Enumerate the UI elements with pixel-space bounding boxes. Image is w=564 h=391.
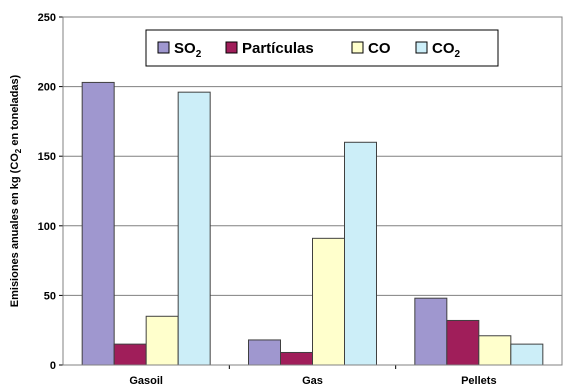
y-tick-label: 250 xyxy=(38,12,56,24)
y-tick-label: 50 xyxy=(44,290,56,302)
legend-swatch xyxy=(416,42,427,53)
bar-CO2-Pellets xyxy=(511,344,543,365)
bar-CO-Pellets xyxy=(479,336,511,365)
legend-swatch xyxy=(352,42,363,53)
bar-CO2-Gas xyxy=(345,142,377,365)
bar-Partículas-Pellets xyxy=(447,320,479,365)
y-tick-label: 200 xyxy=(38,82,56,94)
legend-entry: CO xyxy=(368,40,391,57)
x-tick-label: Pellets xyxy=(461,375,496,387)
y-tick-label: 150 xyxy=(38,151,56,163)
legend: SO2 Partículas CO CO2 xyxy=(146,30,498,66)
legend-swatch xyxy=(158,42,169,53)
y-axis-ticks: 0 50 100 150 200 250 xyxy=(38,12,63,372)
y-axis-label: Emisiones anuales en kg (CO2 en tonelada… xyxy=(9,74,23,307)
bar-CO-Gas xyxy=(313,238,345,365)
bar-SO2-Gas xyxy=(249,340,281,365)
bar-Partículas-Gasoil xyxy=(114,344,146,365)
y-tick-label: 100 xyxy=(38,221,56,233)
legend-entry: Partículas xyxy=(242,40,314,57)
x-axis-ticks: Gasoil Gas Pellets xyxy=(129,365,496,387)
bar-CO-Gasoil xyxy=(146,316,178,365)
y-tick-label: 0 xyxy=(50,360,56,372)
bar-SO2-Pellets xyxy=(415,298,447,365)
legend-swatch xyxy=(226,42,237,53)
x-tick-label: Gasoil xyxy=(129,375,163,387)
bar-SO2-Gasoil xyxy=(82,82,114,365)
bar-Partículas-Gas xyxy=(281,352,313,365)
bar-CO2-Gasoil xyxy=(178,92,210,365)
bars xyxy=(82,82,543,365)
x-tick-label: Gas xyxy=(302,375,323,387)
